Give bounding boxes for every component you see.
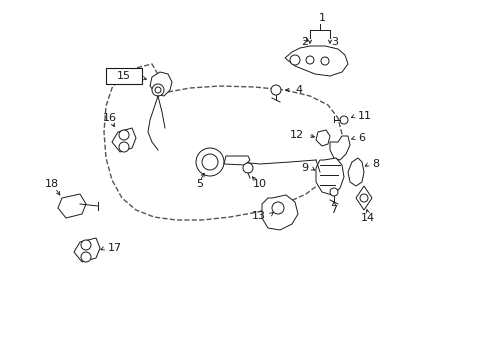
Polygon shape (224, 156, 249, 165)
Text: 2: 2 (301, 37, 308, 47)
Text: 7: 7 (330, 205, 337, 215)
Circle shape (305, 56, 313, 64)
Circle shape (359, 194, 367, 202)
Text: 12: 12 (289, 130, 304, 140)
Text: 5: 5 (196, 179, 203, 189)
Circle shape (81, 252, 91, 262)
Circle shape (270, 85, 281, 95)
Polygon shape (347, 158, 363, 186)
Text: 4: 4 (294, 85, 302, 95)
Text: 9: 9 (300, 163, 307, 173)
Polygon shape (262, 195, 297, 230)
Text: 18: 18 (45, 179, 59, 189)
Polygon shape (355, 186, 371, 210)
Circle shape (320, 57, 328, 65)
Circle shape (326, 49, 332, 55)
Polygon shape (329, 136, 349, 160)
Text: 13: 13 (251, 211, 265, 221)
Text: 15: 15 (117, 71, 131, 81)
Text: 17: 17 (108, 243, 122, 253)
Circle shape (81, 240, 91, 250)
Circle shape (289, 55, 299, 65)
Text: 8: 8 (371, 159, 378, 169)
Text: 6: 6 (357, 133, 364, 143)
Circle shape (119, 130, 129, 140)
Text: 10: 10 (252, 179, 266, 189)
Circle shape (329, 188, 337, 196)
FancyBboxPatch shape (106, 68, 142, 84)
Polygon shape (315, 158, 343, 195)
Circle shape (155, 87, 161, 93)
Polygon shape (315, 130, 329, 146)
Polygon shape (58, 194, 86, 218)
Circle shape (196, 148, 224, 176)
Circle shape (119, 142, 129, 152)
Circle shape (306, 49, 312, 55)
Text: 14: 14 (360, 213, 374, 223)
Circle shape (339, 116, 347, 124)
Circle shape (202, 154, 218, 170)
Circle shape (243, 163, 252, 173)
Circle shape (271, 202, 284, 214)
Text: 16: 16 (103, 113, 117, 123)
Polygon shape (74, 238, 100, 262)
Circle shape (152, 84, 163, 96)
Text: 11: 11 (357, 111, 371, 121)
Text: 1: 1 (318, 13, 325, 23)
Polygon shape (285, 46, 347, 76)
Polygon shape (150, 72, 172, 96)
Text: 3: 3 (331, 37, 338, 47)
Polygon shape (112, 128, 136, 152)
